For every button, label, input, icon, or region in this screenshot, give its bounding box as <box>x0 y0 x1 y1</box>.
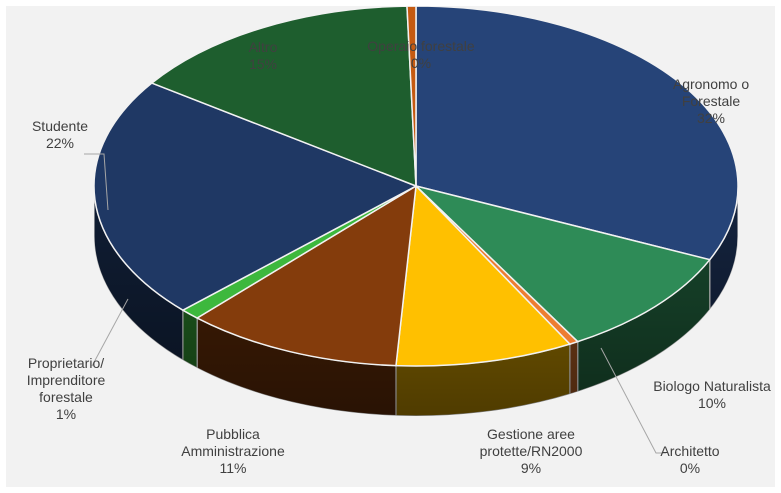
slice-label-architetto: Architetto 0% <box>660 443 719 476</box>
slice-label-agronomo-o-forestale: Agronomo o Forestale 32% <box>673 76 749 126</box>
slice-name-label: Proprietario/ <box>28 355 104 371</box>
slice-name-label: Imprenditore <box>27 372 106 388</box>
leader-line-architetto <box>600 347 666 454</box>
slice-name-label: Altro <box>249 39 278 55</box>
slice-name-label: Pubblica <box>206 426 260 442</box>
slice-label-altro: Altro 15% <box>249 39 278 72</box>
leader-line-studente <box>84 153 109 211</box>
slice-label-pubblica-amministrazione: Pubblica Amministrazione 11% <box>181 426 285 476</box>
leader-lines <box>84 153 666 454</box>
slice-name-label: Operaio forestale <box>367 38 475 54</box>
slice-name-label: Amministrazione <box>181 443 285 459</box>
slice-value-label: 32% <box>697 110 725 126</box>
pie-slice-studente <box>93 82 418 312</box>
slice-name-label: Biologo Naturalista <box>653 378 771 394</box>
slice-value-label: 1% <box>56 406 76 422</box>
pie-slice-biologo-naturalista <box>413 184 712 343</box>
slice-label-biologo-naturalista: Biologo Naturalista 10% <box>653 378 771 411</box>
slice-name-label: forestale <box>39 389 93 405</box>
pie-top-faces <box>93 6 739 367</box>
chart-area: Agronomo o Forestale 32% Biologo Naturalist… <box>6 6 775 487</box>
slice-label-gestione-aree-protette-rn2000: Gestione aree protette/RN2000 9% <box>480 426 583 476</box>
slice-value-label: 11% <box>220 460 247 476</box>
slice-labels: Agronomo o Forestale 32% Biologo Naturalist… <box>27 38 771 476</box>
slice-value-label: 22% <box>46 135 74 151</box>
slice-name-label: Architetto <box>660 443 719 459</box>
pie-slice-pubblica-amministrazione <box>195 184 417 367</box>
slice-value-label: 10% <box>698 395 726 411</box>
slice-name-label: protette/RN2000 <box>480 443 583 459</box>
pie-side-shading <box>94 186 738 416</box>
slice-label-studente: Studente 22% <box>32 118 88 151</box>
slice-value-label: 15% <box>249 56 277 72</box>
slice-label-proprietario-imprenditore-forestale: Proprietario/Imprenditore forestale 1% <box>27 355 106 422</box>
pie-slice-agronomo-o-forestale <box>415 6 739 261</box>
slice-value-label: 0% <box>411 55 431 71</box>
slice-label-operaio-forestale: Operaio forestale 0% <box>367 38 475 71</box>
pie-slice-gestione-aree-protette-rn2000 <box>395 184 572 367</box>
pie-slice-altro <box>150 6 417 188</box>
leader-line-proprietario-imprenditore-forestale <box>91 298 129 367</box>
slice-name-label: Forestale <box>682 93 741 109</box>
slice-name-label: Gestione aree <box>487 426 575 442</box>
slice-name-label: Studente <box>32 118 88 134</box>
pie-slice-operaio-forestale <box>406 6 417 187</box>
slice-value-label: 9% <box>521 460 541 476</box>
slice-value-label: 0% <box>680 460 700 476</box>
pie-chart: Agronomo o Forestale 32% Biologo Naturalist… <box>27 6 771 476</box>
slice-name-label: Agronomo o <box>673 76 749 92</box>
